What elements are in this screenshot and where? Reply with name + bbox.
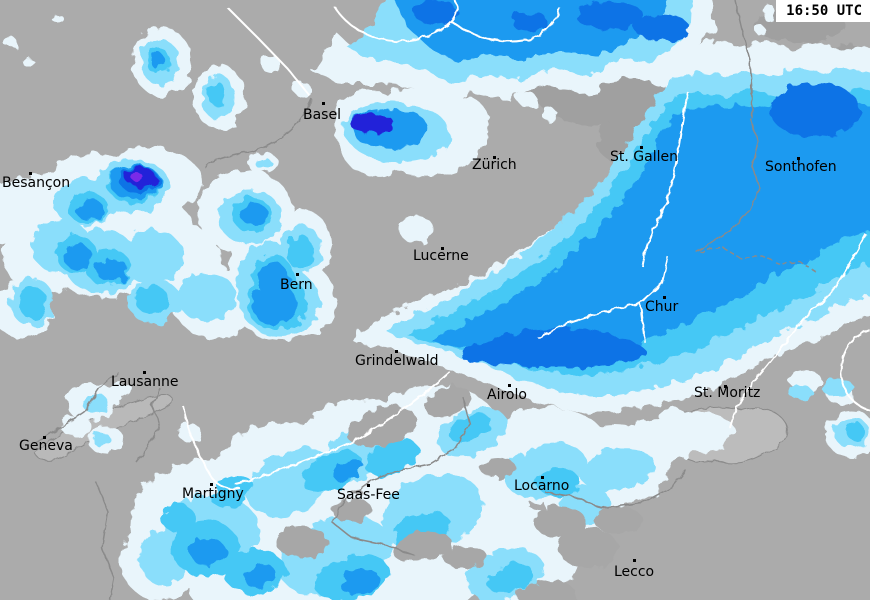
city-dot-besan-on	[29, 172, 32, 175]
city-label-lecco: Lecco	[614, 564, 655, 580]
city-label-sonthofen: Sonthofen	[765, 159, 837, 175]
city-dot-basel	[322, 102, 325, 105]
city-label-saas-fee: Saas-Fee	[337, 487, 400, 503]
city-label-bern: Bern	[280, 277, 313, 293]
city-dot-z-rich	[493, 156, 496, 159]
city-dot-chur	[663, 296, 666, 299]
city-dot-st-moritz	[724, 385, 727, 388]
city-dot-sonthofen	[797, 157, 800, 160]
terrain-gaps	[276, 386, 642, 600]
city-label-airolo: Airolo	[487, 387, 527, 403]
city-label-geneva: Geneva	[19, 438, 73, 454]
city-label-grindelwald: Grindelwald	[355, 353, 439, 369]
city-label-lausanne: Lausanne	[111, 374, 179, 390]
city-label-locarno: Locarno	[514, 478, 570, 494]
city-dot-airolo	[508, 384, 511, 387]
city-label-lucerne: Lucerne	[413, 248, 469, 264]
city-dot-martigny	[210, 483, 213, 486]
timestamp-badge: 16:50 UTC	[776, 0, 870, 22]
city-dot-lausanne	[143, 371, 146, 374]
city-dot-grindelwald	[395, 350, 398, 353]
precipitation-level-violet	[131, 173, 143, 181]
city-dot-lecco	[633, 559, 636, 562]
city-label-martigny: Martigny	[182, 486, 244, 502]
city-label-z-rich: Zürich	[472, 157, 517, 173]
city-label-basel: Basel	[303, 107, 341, 123]
city-dot-bern	[296, 273, 299, 276]
country-borders	[33, 0, 817, 600]
rivers	[182, 0, 870, 490]
city-dot-locarno	[541, 476, 544, 479]
city-label-besan-on: Besançon	[2, 175, 71, 191]
city-label-chur: Chur	[645, 299, 679, 315]
city-dot-geneva	[43, 436, 46, 439]
city-label-st-moritz: St. Moritz	[694, 385, 761, 401]
precipitation-level-deep-blue	[119, 0, 860, 368]
city-label-st-gallen: St. Gallen	[610, 149, 678, 165]
city-dot-lucerne	[441, 247, 444, 250]
city-dot-saas-fee	[367, 484, 370, 487]
city-dot-st-gallen	[640, 146, 643, 149]
